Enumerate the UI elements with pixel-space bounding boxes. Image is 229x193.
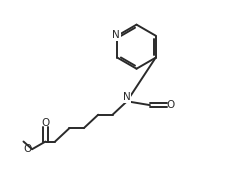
Text: O: O [41, 118, 50, 128]
Text: N: N [123, 92, 130, 102]
Text: N: N [112, 30, 120, 40]
Text: O: O [166, 100, 175, 110]
Text: O: O [23, 144, 31, 154]
